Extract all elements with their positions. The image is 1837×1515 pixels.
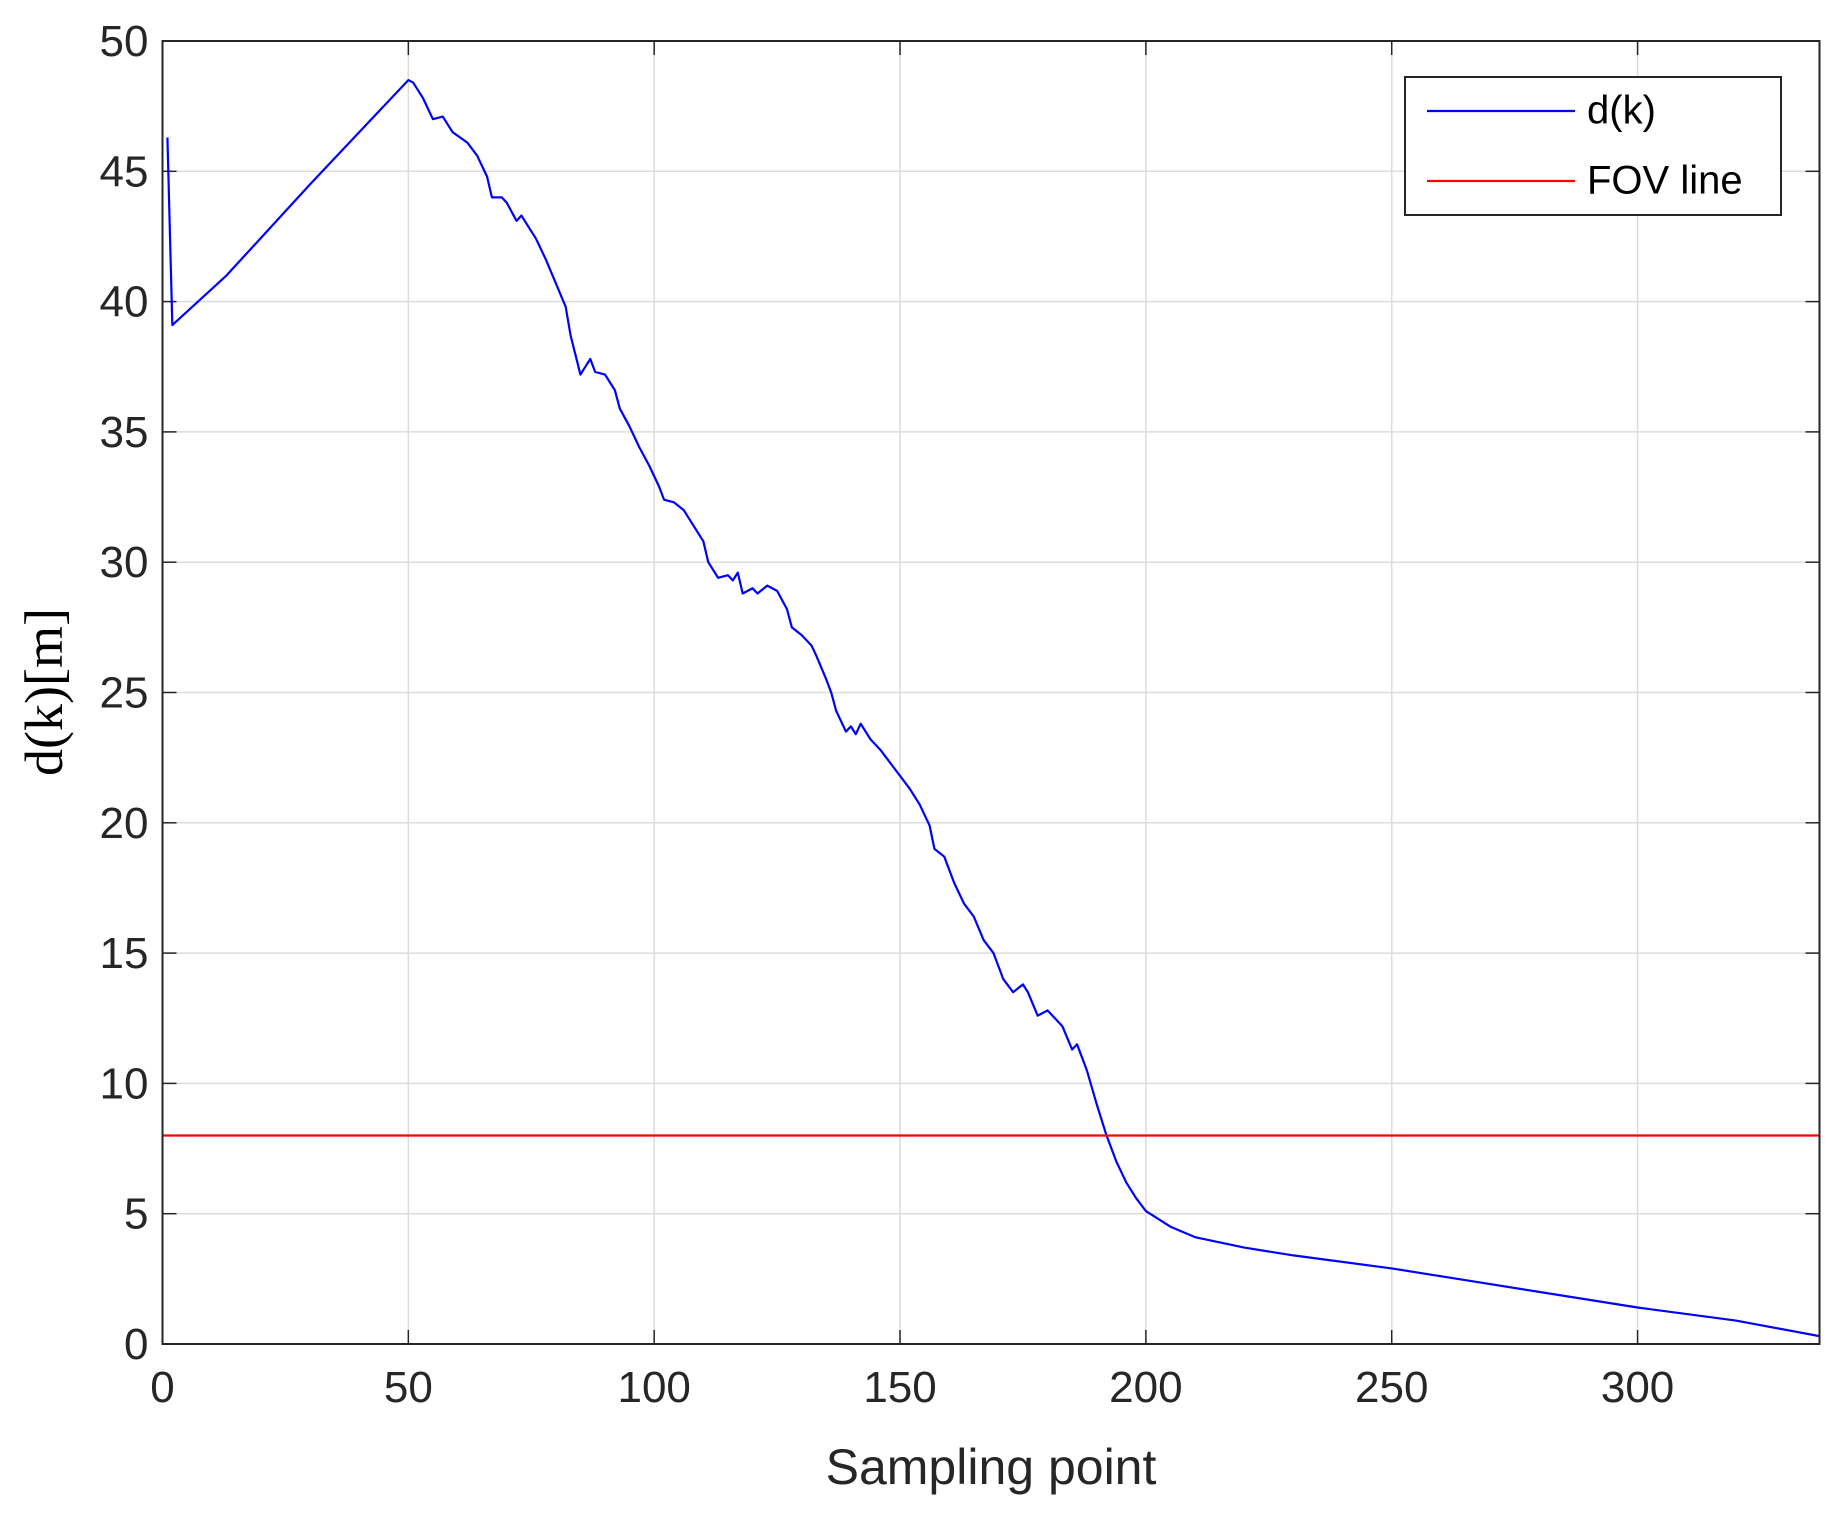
x-tick-label: 300 <box>1601 1363 1674 1412</box>
legend-label: FOV line <box>1587 159 1743 203</box>
x-tick-label: 250 <box>1355 1363 1428 1412</box>
y-tick-label: 40 <box>100 278 149 327</box>
y-tick-label: 35 <box>100 408 149 457</box>
y-tick-label: 45 <box>100 147 149 196</box>
y-tick-label: 15 <box>100 929 149 978</box>
x-tick-label: 100 <box>617 1363 690 1412</box>
y-tick-label: 0 <box>124 1320 148 1369</box>
y-axis-label: d(k)[m] <box>14 608 74 776</box>
y-tick-label: 20 <box>100 799 149 848</box>
legend-label: d(k) <box>1587 89 1656 133</box>
x-tick-label: 0 <box>150 1363 174 1412</box>
x-tick-label: 50 <box>384 1363 433 1412</box>
y-tick-label: 10 <box>100 1059 149 1108</box>
x-tick-label: 150 <box>863 1363 936 1412</box>
y-tick-label: 25 <box>100 669 149 718</box>
axes-box <box>161 40 1821 1345</box>
x-axis-label: Sampling point <box>826 1439 1157 1495</box>
y-tick-label: 50 <box>100 17 149 66</box>
y-tick-label: 5 <box>124 1190 148 1239</box>
y-tick-label: 30 <box>100 538 149 587</box>
data-line <box>166 78 1820 1338</box>
legend-box <box>1404 76 1782 216</box>
x-tick-label: 200 <box>1109 1363 1182 1412</box>
